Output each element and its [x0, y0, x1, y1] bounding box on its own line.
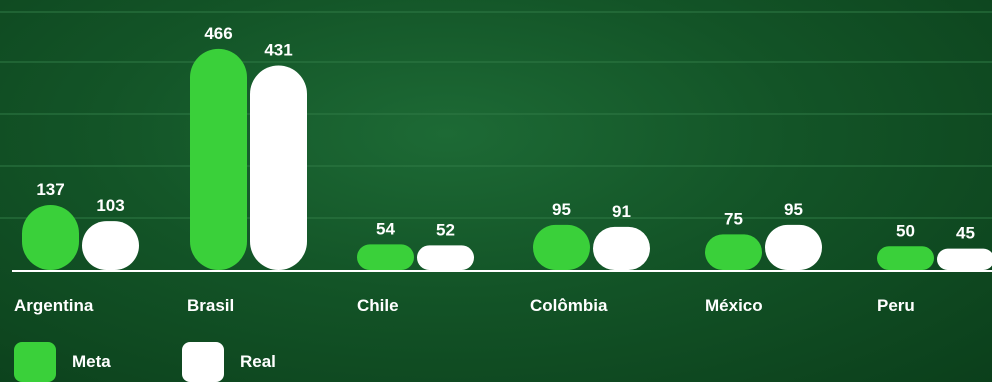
legend-item-real: Real [182, 342, 276, 382]
value-label-meta-4: 75 [724, 209, 743, 228]
value-labels: 137 103 466 431 54 52 95 91 75 95 50 45 [36, 24, 975, 243]
value-label-real-1: 431 [264, 40, 292, 59]
value-label-real-3: 91 [612, 202, 631, 221]
bar-real-0 [82, 221, 139, 270]
value-label-meta-2: 54 [376, 219, 395, 238]
value-label-real-5: 45 [956, 224, 975, 243]
category-labels: Argentina Brasil Chile Colômbia México Peru [14, 296, 915, 315]
category-label-4: México [705, 296, 763, 315]
value-label-meta-3: 95 [552, 200, 571, 219]
bar-meta-5 [877, 246, 934, 270]
gridlines [0, 11, 992, 219]
bar-meta-2 [357, 244, 414, 270]
legend-swatch-meta [14, 342, 56, 382]
category-label-2: Chile [357, 296, 399, 315]
bar-meta-0 [22, 204, 79, 270]
bar-real-3 [593, 226, 650, 270]
bar-real-5 [937, 248, 992, 270]
value-label-real-2: 52 [436, 220, 455, 239]
category-label-0: Argentina [14, 296, 94, 315]
legend-label-meta: Meta [72, 352, 111, 371]
legend-label-real: Real [240, 352, 276, 371]
legend-item-meta: Meta [14, 342, 111, 382]
bar-real-2 [417, 245, 474, 270]
value-label-meta-0: 137 [36, 180, 64, 199]
category-label-5: Peru [877, 296, 915, 315]
bars [22, 48, 992, 271]
bar-real-1 [250, 65, 307, 270]
bar-meta-1 [190, 48, 247, 271]
value-label-meta-1: 466 [204, 24, 232, 43]
category-label-1: Brasil [187, 296, 234, 315]
value-label-real-0: 103 [96, 196, 124, 215]
bar-meta-3 [533, 224, 590, 270]
category-label-3: Colômbia [530, 296, 608, 315]
bar-meta-4 [705, 234, 762, 270]
value-label-real-4: 95 [784, 200, 803, 219]
value-label-meta-5: 50 [896, 221, 915, 240]
legend-swatch-real [182, 342, 224, 382]
bar-real-4 [765, 224, 822, 270]
